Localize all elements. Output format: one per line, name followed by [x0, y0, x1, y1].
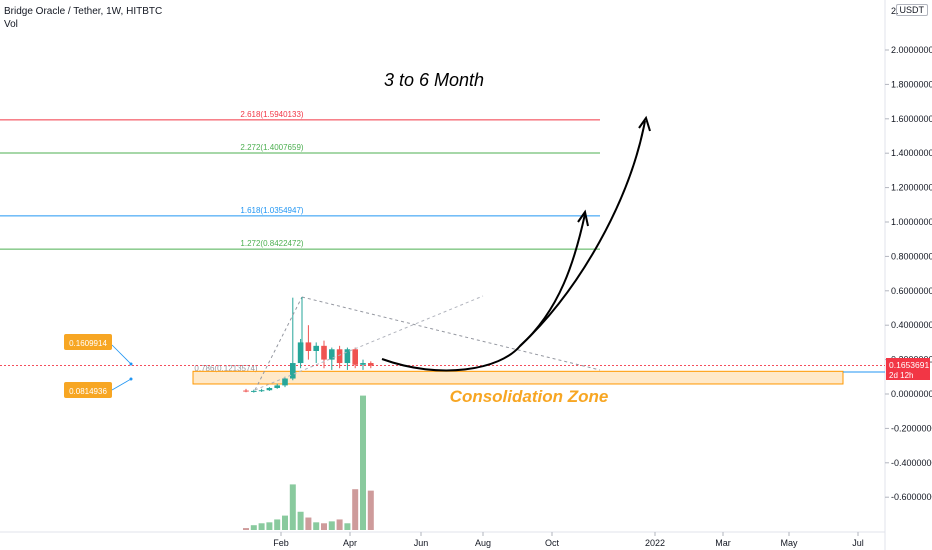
y-tick-label: 1.2000000: [891, 183, 932, 193]
price-tag-box: [64, 382, 112, 398]
candle-body: [258, 390, 265, 392]
y-tick-label: 0.8000000: [891, 251, 932, 261]
tag-connector: [111, 378, 132, 391]
candle-body: [368, 363, 374, 366]
volume-bar: [289, 484, 296, 530]
candle-body: [282, 378, 288, 386]
candle-body: [329, 349, 335, 360]
candlesticks: [243, 297, 374, 393]
countdown-text: 2d 12h: [889, 371, 913, 380]
candle-body: [352, 349, 358, 365]
tag-anchor: [129, 362, 133, 366]
x-tick-label: Jun: [414, 538, 429, 548]
volume-bar: [328, 521, 335, 530]
candle-body: [243, 390, 249, 392]
price-tag-box: [64, 334, 112, 350]
volume-bar: [266, 522, 273, 530]
volume-bar: [258, 523, 265, 530]
x-tick-label: May: [780, 538, 798, 548]
candle-body: [274, 385, 280, 388]
volume-label: Vol: [4, 19, 18, 30]
candle-body: [344, 349, 351, 364]
volume-bar: [305, 517, 312, 530]
y-axis[interactable]: 2.0000000 1.8000000 1.6000000 1.4000000 1.20…: [885, 6, 932, 502]
trend-line: [254, 296, 303, 391]
consolidation-zone: [0, 365, 885, 385]
trend-drawings: [111, 115, 651, 391]
y-tick-label: 1.6000000: [891, 114, 932, 124]
fib-label: 2.618(1.5940133): [240, 110, 304, 119]
volume-bar: [313, 522, 320, 530]
x-tick-label: 2022: [645, 538, 665, 548]
volume-bar: [367, 490, 374, 530]
fib-label: 2.272(1.4007659): [240, 143, 304, 152]
candle-body: [313, 345, 319, 351]
currency-selector[interactable]: USDT: [895, 4, 928, 16]
volume-bar: [352, 489, 359, 530]
arrow-head: [638, 115, 651, 132]
zone-rect: [192, 370, 844, 385]
volume-bar: [250, 525, 257, 530]
candle-body: [336, 349, 343, 364]
projection-curve: [519, 120, 646, 347]
y-tick-label: -0.4000000: [891, 458, 932, 468]
y-tick-label: 1.8000000: [891, 79, 932, 89]
volume-bar: [297, 511, 304, 530]
tag-connector: [111, 344, 132, 365]
candle-body: [266, 387, 273, 391]
x-tick-label: Jul: [852, 538, 864, 548]
volume-bar: [321, 523, 327, 530]
title-annotation: 3 to 6 Month: [384, 70, 484, 90]
price-tag-text: 0.1609914: [69, 339, 107, 348]
fib-label: 1.272(0.8422472): [240, 239, 304, 248]
x-tick-label: Mar: [715, 538, 731, 548]
volume-bar: [274, 519, 281, 530]
volume-bar: [336, 519, 343, 530]
zone-annotation: Consolidation Zone: [450, 387, 609, 406]
candle-body: [290, 363, 296, 379]
volume-bars: [243, 395, 374, 530]
x-tick-label: Aug: [475, 538, 491, 548]
volume-bar: [243, 528, 249, 530]
trend-line: [254, 295, 484, 391]
candle-body: [251, 390, 257, 392]
volume-bar: [344, 523, 351, 530]
y-tick-label: 0.0000000: [891, 389, 932, 399]
candle-body: [305, 342, 312, 351]
fibonacci-levels: 2.618(1.5940133) 2.272(1.4007659) 1.618(1.…: [0, 110, 600, 373]
x-axis[interactable]: Feb Apr Jun Aug Oct 2022 Mar May Jul: [273, 532, 864, 548]
price-tag: 0.0814936: [64, 382, 112, 398]
y-tick-label: 0.6000000: [891, 286, 932, 296]
price-tag: 0.1609914: [64, 334, 112, 350]
y-tick-label: 0.4000000: [891, 320, 932, 330]
x-tick-label: Oct: [545, 538, 560, 548]
volume-bar: [282, 515, 288, 530]
chart-title: Bridge Oracle / Tether, 1W, HITBTC: [4, 6, 163, 17]
y-tick-label: -0.6000000: [891, 492, 932, 502]
y-tick-label: -0.2000000: [891, 423, 932, 433]
fib-label: 1.618(1.0354947): [240, 206, 304, 215]
fib-label: 0.786(0.1213574): [194, 364, 258, 373]
annotation-labels: 3 to 6 Month Consolidation Zone 0.1609914 0…: [64, 70, 930, 406]
candle-body: [297, 342, 304, 364]
arrow-head: [577, 209, 589, 227]
price-tag-text: 0.0814936: [69, 387, 107, 396]
x-tick-label: Feb: [273, 538, 289, 548]
y-tick-label: 2.: [891, 6, 899, 16]
candle-body: [321, 345, 327, 360]
projection-curve: [381, 213, 586, 372]
volume-bar: [360, 395, 366, 530]
current-price-text: 0.1653691: [889, 360, 929, 370]
y-tick-label: 1.0000000: [891, 217, 932, 227]
candle-body: [360, 363, 366, 365]
tag-anchor: [129, 377, 133, 381]
current-price-box: [886, 358, 930, 380]
y-tick-label: 1.4000000: [891, 148, 932, 158]
x-tick-label: Apr: [343, 538, 357, 548]
y-tick-label: 2.0000000: [891, 45, 932, 55]
